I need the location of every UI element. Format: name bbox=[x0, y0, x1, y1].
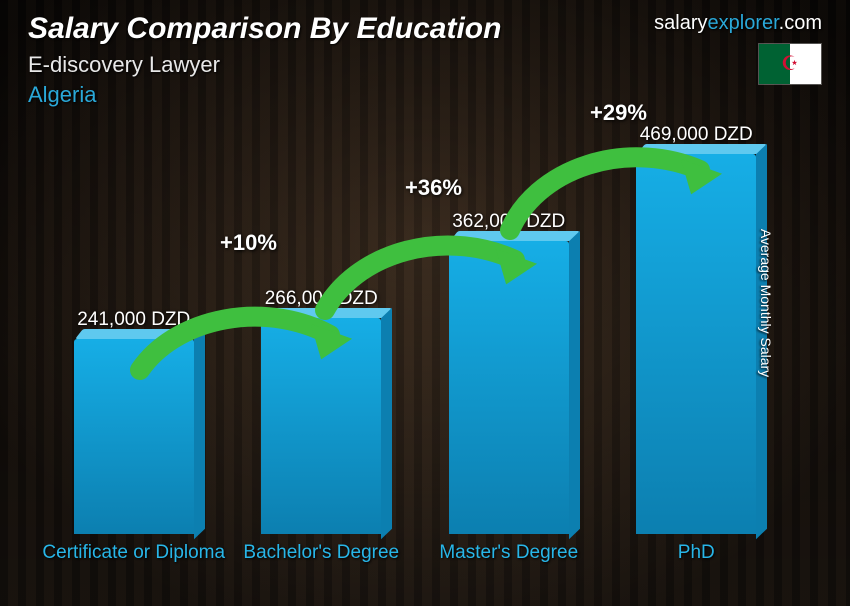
bar-value: 241,000 DZD bbox=[77, 309, 190, 331]
bar bbox=[74, 339, 194, 534]
bar-chart: 241,000 DZDCertificate or Diploma266,000… bbox=[40, 66, 790, 586]
algeria-flag-icon: ☪ bbox=[758, 43, 822, 85]
country-label: Algeria bbox=[28, 82, 501, 108]
bar-group: 362,000 DZD Master's Degree bbox=[415, 211, 603, 586]
bar-value: 266,000 DZD bbox=[265, 288, 378, 310]
page-title: Salary Comparison By Education bbox=[28, 12, 501, 46]
brand-part2: explorer bbox=[708, 12, 779, 34]
bar-group: 241,000 DZD Certificate or Diploma bbox=[40, 309, 228, 586]
increase-label: +10% bbox=[220, 230, 277, 256]
brand-part1: salary bbox=[654, 12, 707, 34]
brand-part3: .com bbox=[779, 12, 822, 34]
subtitle: E-discovery Lawyer bbox=[28, 52, 501, 78]
bar-group: 266,000 DZD Bachelor's Degree bbox=[228, 288, 416, 586]
bar-label: PhD bbox=[678, 542, 715, 586]
increase-label: +29% bbox=[590, 100, 647, 126]
bar-value: 362,000 DZD bbox=[452, 211, 565, 233]
bar bbox=[449, 241, 569, 534]
bar bbox=[636, 154, 756, 534]
title-block: Salary Comparison By Education E-discove… bbox=[28, 12, 501, 108]
bar-value: 469,000 DZD bbox=[640, 124, 753, 146]
header-right: salaryexplorer.com ☪ bbox=[654, 12, 822, 90]
y-axis-label: Average Monthly Salary bbox=[758, 229, 774, 377]
brand-logo: salaryexplorer.com bbox=[654, 12, 822, 35]
bar-label: Bachelor's Degree bbox=[243, 542, 399, 586]
header: Salary Comparison By Education E-discove… bbox=[28, 12, 822, 108]
bar-label: Certificate or Diploma bbox=[42, 542, 225, 586]
bar bbox=[261, 318, 381, 534]
increase-label: +36% bbox=[405, 175, 462, 201]
bar-label: Master's Degree bbox=[439, 542, 578, 586]
